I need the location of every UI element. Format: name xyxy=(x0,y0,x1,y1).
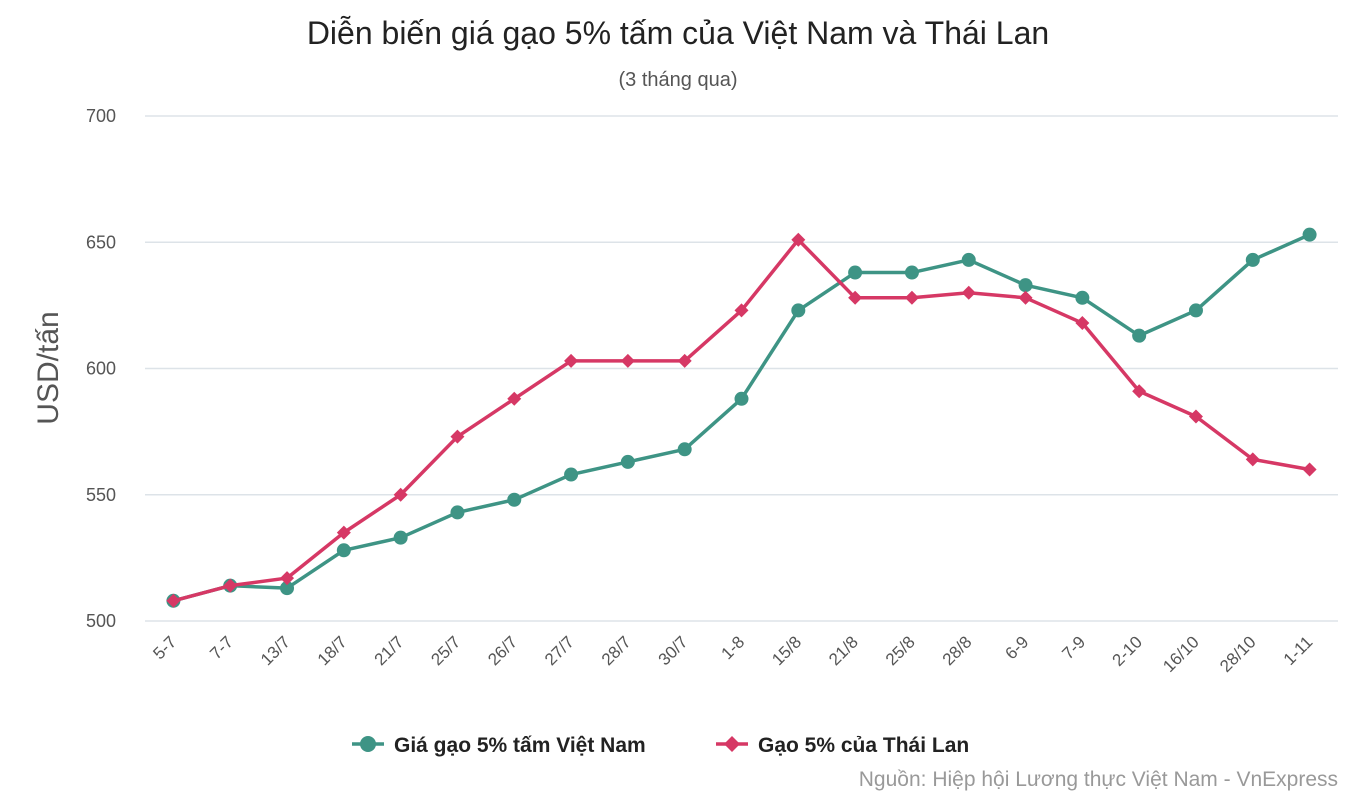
data-point xyxy=(734,391,749,406)
x-tick-label: 2-10 xyxy=(1108,632,1145,669)
legend-marker xyxy=(360,736,376,752)
data-point xyxy=(393,487,408,502)
data-point xyxy=(620,454,635,469)
data-point xyxy=(1188,303,1203,318)
y-tick-label: 650 xyxy=(86,232,116,252)
legend-marker xyxy=(724,736,740,752)
data-point xyxy=(620,353,635,368)
x-tick-label: 28/10 xyxy=(1216,632,1260,676)
data-point xyxy=(336,525,351,540)
data-point xyxy=(1188,409,1203,424)
x-tick-label: 15/8 xyxy=(768,632,805,669)
source-note: Nguồn: Hiệp hội Lương thực Việt Nam - Vn… xyxy=(859,768,1338,791)
y-tick-label: 600 xyxy=(86,359,116,379)
data-point xyxy=(1018,290,1033,305)
series-1 xyxy=(166,227,1317,608)
legend-label: Giá gạo 5% tấm Việt Nam xyxy=(394,734,646,757)
data-point xyxy=(336,543,351,558)
data-point xyxy=(1075,316,1090,331)
y-tick-label: 700 xyxy=(86,106,116,126)
x-tick-label: 25/7 xyxy=(427,632,464,669)
data-point xyxy=(677,353,692,368)
grid-lines xyxy=(145,115,1338,622)
legend-label: Gạo 5% của Thái Lan xyxy=(758,734,969,757)
data-point xyxy=(1075,290,1090,305)
data-point xyxy=(507,492,522,507)
data-point xyxy=(393,530,408,545)
data-point xyxy=(280,571,295,586)
data-point xyxy=(1245,452,1260,467)
x-tick-label: 1-8 xyxy=(718,632,749,663)
y-axis-ticks: 500 550 600 650 700 xyxy=(86,106,116,631)
x-tick-label: 18/7 xyxy=(314,632,351,669)
x-tick-label: 13/7 xyxy=(257,632,294,669)
x-tick-label: 21/7 xyxy=(371,632,408,669)
data-point xyxy=(166,593,181,608)
x-tick-label: 7-9 xyxy=(1058,632,1089,663)
data-point xyxy=(904,290,919,305)
legend-item-2: Gạo 5% của Thái Lan xyxy=(716,734,969,757)
data-point xyxy=(791,303,806,318)
data-point xyxy=(223,578,238,593)
x-tick-label: 25/8 xyxy=(882,632,919,669)
data-point xyxy=(1132,328,1147,343)
x-axis-ticks: 5-7 7-7 13/7 18/7 21/7 25/7 26/7 27/7 28/7 30/7 1-… xyxy=(149,632,1316,676)
chart-title: Diễn biến giá gạo 5% tấm của Việt Nam và… xyxy=(307,15,1049,51)
data-point xyxy=(848,290,863,305)
data-point xyxy=(904,265,919,280)
x-tick-label: 28/7 xyxy=(598,632,635,669)
x-tick-label: 5-7 xyxy=(149,632,180,663)
series-2 xyxy=(166,232,1317,608)
data-point xyxy=(1302,462,1317,477)
data-point xyxy=(961,285,976,300)
data-point xyxy=(734,303,749,318)
chart-subtitle: (3 tháng qua) xyxy=(619,69,738,91)
y-tick-label: 500 xyxy=(86,611,116,631)
data-point xyxy=(848,265,863,280)
data-point xyxy=(564,353,579,368)
x-tick-label: 28/8 xyxy=(939,632,976,669)
x-tick-label: 1-11 xyxy=(1280,632,1317,669)
data-point xyxy=(507,391,522,406)
data-point xyxy=(450,505,465,520)
data-point xyxy=(677,442,692,457)
data-point xyxy=(450,429,465,444)
data-point xyxy=(280,581,295,596)
data-point xyxy=(1132,384,1147,399)
x-tick-label: 26/7 xyxy=(484,632,521,669)
data-point xyxy=(961,252,976,267)
x-tick-label: 7-7 xyxy=(206,632,237,663)
data-point xyxy=(1302,227,1317,242)
data-point xyxy=(791,232,806,247)
x-tick-label: 16/10 xyxy=(1159,632,1203,676)
x-tick-label: 6-9 xyxy=(1002,632,1033,663)
data-point xyxy=(1245,252,1260,267)
series-layer xyxy=(166,227,1317,608)
y-tick-label: 550 xyxy=(86,485,116,505)
y-axis-label: USD/tấn xyxy=(32,311,65,424)
x-tick-label: 27/7 xyxy=(541,632,578,669)
legend-item-1: Giá gạo 5% tấm Việt Nam xyxy=(352,734,646,757)
x-tick-label: 21/8 xyxy=(825,632,862,669)
x-tick-label: 30/7 xyxy=(655,632,692,669)
data-point xyxy=(1018,278,1033,293)
legend: Giá gạo 5% tấm Việt Nam Gạo 5% của Thái L… xyxy=(352,734,969,757)
data-point xyxy=(564,467,579,482)
